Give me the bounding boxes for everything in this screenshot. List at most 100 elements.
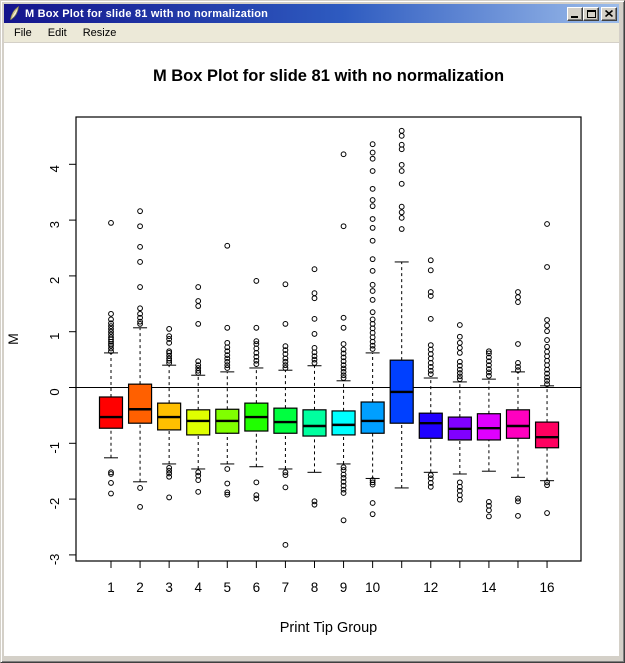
outlier-point (456, 339, 463, 346)
outlier-point (311, 290, 318, 297)
minimize-icon (571, 15, 578, 18)
outlier-point (544, 317, 550, 323)
outlier-point (108, 323, 114, 330)
title-bar: M Box Plot for slide 81 with no normaliz… (4, 4, 619, 23)
x-tick-label: 1 (107, 580, 115, 595)
menu-edit[interactable]: Edit (47, 26, 67, 39)
outlier-point (311, 356, 318, 363)
outlier-point (340, 368, 347, 375)
outlier-point (311, 315, 318, 322)
outlier-point (137, 310, 143, 317)
outlier-point (427, 371, 434, 378)
outlier-point (369, 481, 376, 488)
outlier-point (456, 344, 463, 351)
close-icon (605, 10, 613, 17)
outlier-point (486, 498, 492, 505)
outlier-point (544, 510, 550, 516)
box (476, 413, 502, 441)
outlier-point (282, 541, 289, 548)
outlier-point (282, 347, 289, 354)
maximize-button[interactable] (583, 6, 599, 21)
outlier-point (340, 517, 347, 524)
outlier-point (456, 322, 463, 328)
outlier-point (369, 342, 376, 349)
outlier-point (137, 243, 143, 250)
outlier-point (515, 341, 521, 347)
menu-bar: File Edit Resize (4, 23, 619, 43)
outlier-point (544, 264, 550, 270)
outlier-point (340, 362, 347, 369)
outlier-point (369, 155, 376, 162)
plot-frame (75, 116, 582, 562)
outlier-point (486, 350, 492, 357)
outlier-point (311, 353, 318, 360)
boxplot-group-6 (244, 278, 269, 502)
outlier-point (427, 367, 434, 374)
boxplot-group-4 (186, 284, 211, 495)
outlier-point (398, 180, 405, 187)
outlier-point (456, 362, 463, 369)
outlier-point (195, 488, 202, 495)
outlier-point (311, 498, 318, 505)
box (273, 407, 298, 434)
outlier-point (515, 289, 521, 295)
x-tick-label: 14 (481, 580, 497, 595)
boxplot-group-13 (447, 322, 472, 503)
boxplot-group-10 (360, 141, 385, 518)
outlier-point (427, 267, 434, 274)
outlier-point (340, 486, 347, 493)
outlier-point (369, 149, 376, 156)
outlier-point (369, 141, 376, 148)
outlier-point (253, 479, 260, 486)
outlier-point (544, 328, 550, 335)
box (331, 410, 356, 436)
outlier-point (137, 305, 143, 312)
menu-file[interactable]: File (14, 26, 32, 39)
outlier-point (398, 141, 405, 148)
outlier-point (544, 221, 550, 227)
boxplot-group-11 (389, 127, 414, 489)
outlier-point (224, 339, 231, 346)
feather-icon[interactable] (8, 6, 21, 21)
outlier-point (166, 355, 173, 362)
outlier-point (137, 320, 143, 327)
outlier-point (515, 512, 521, 519)
outlier-point (137, 318, 143, 325)
outlier-point (369, 288, 376, 294)
x-tick-label: 3 (165, 580, 173, 595)
outlier-point (195, 367, 202, 374)
close-button[interactable] (601, 6, 617, 21)
outlier-point (311, 331, 318, 337)
outlier-point (224, 480, 231, 487)
menu-resize[interactable]: Resize (82, 26, 117, 39)
y-axis-label: M (5, 333, 21, 345)
outlier-point (340, 358, 347, 365)
outlier-point (398, 132, 405, 139)
outlier-point (486, 348, 492, 355)
y-tick-label: -3 (47, 554, 62, 566)
outlier-point (137, 504, 143, 510)
outlier-point (166, 336, 173, 342)
outlier-point (456, 333, 463, 340)
outlier-point (340, 464, 347, 471)
outlier-point (456, 350, 463, 356)
outlier-point (137, 485, 143, 491)
outlier-point (253, 324, 260, 331)
box (418, 412, 443, 439)
x-tick-label: 8 (311, 580, 319, 595)
boxplot-group-3 (157, 326, 182, 501)
outlier-point (369, 281, 376, 288)
outlier-point (137, 223, 143, 230)
outlier-point (166, 467, 173, 474)
outlier-point (340, 223, 347, 230)
outlier-point (544, 381, 550, 388)
minimize-button[interactable] (567, 6, 583, 21)
outlier-point (398, 226, 405, 232)
outlier-point (486, 513, 492, 520)
outlier-point (253, 278, 260, 284)
outlier-point (398, 214, 405, 221)
outlier-point (340, 365, 347, 372)
outlier-point (282, 351, 289, 357)
outlier-point (108, 342, 114, 349)
outlier-point (544, 479, 550, 486)
